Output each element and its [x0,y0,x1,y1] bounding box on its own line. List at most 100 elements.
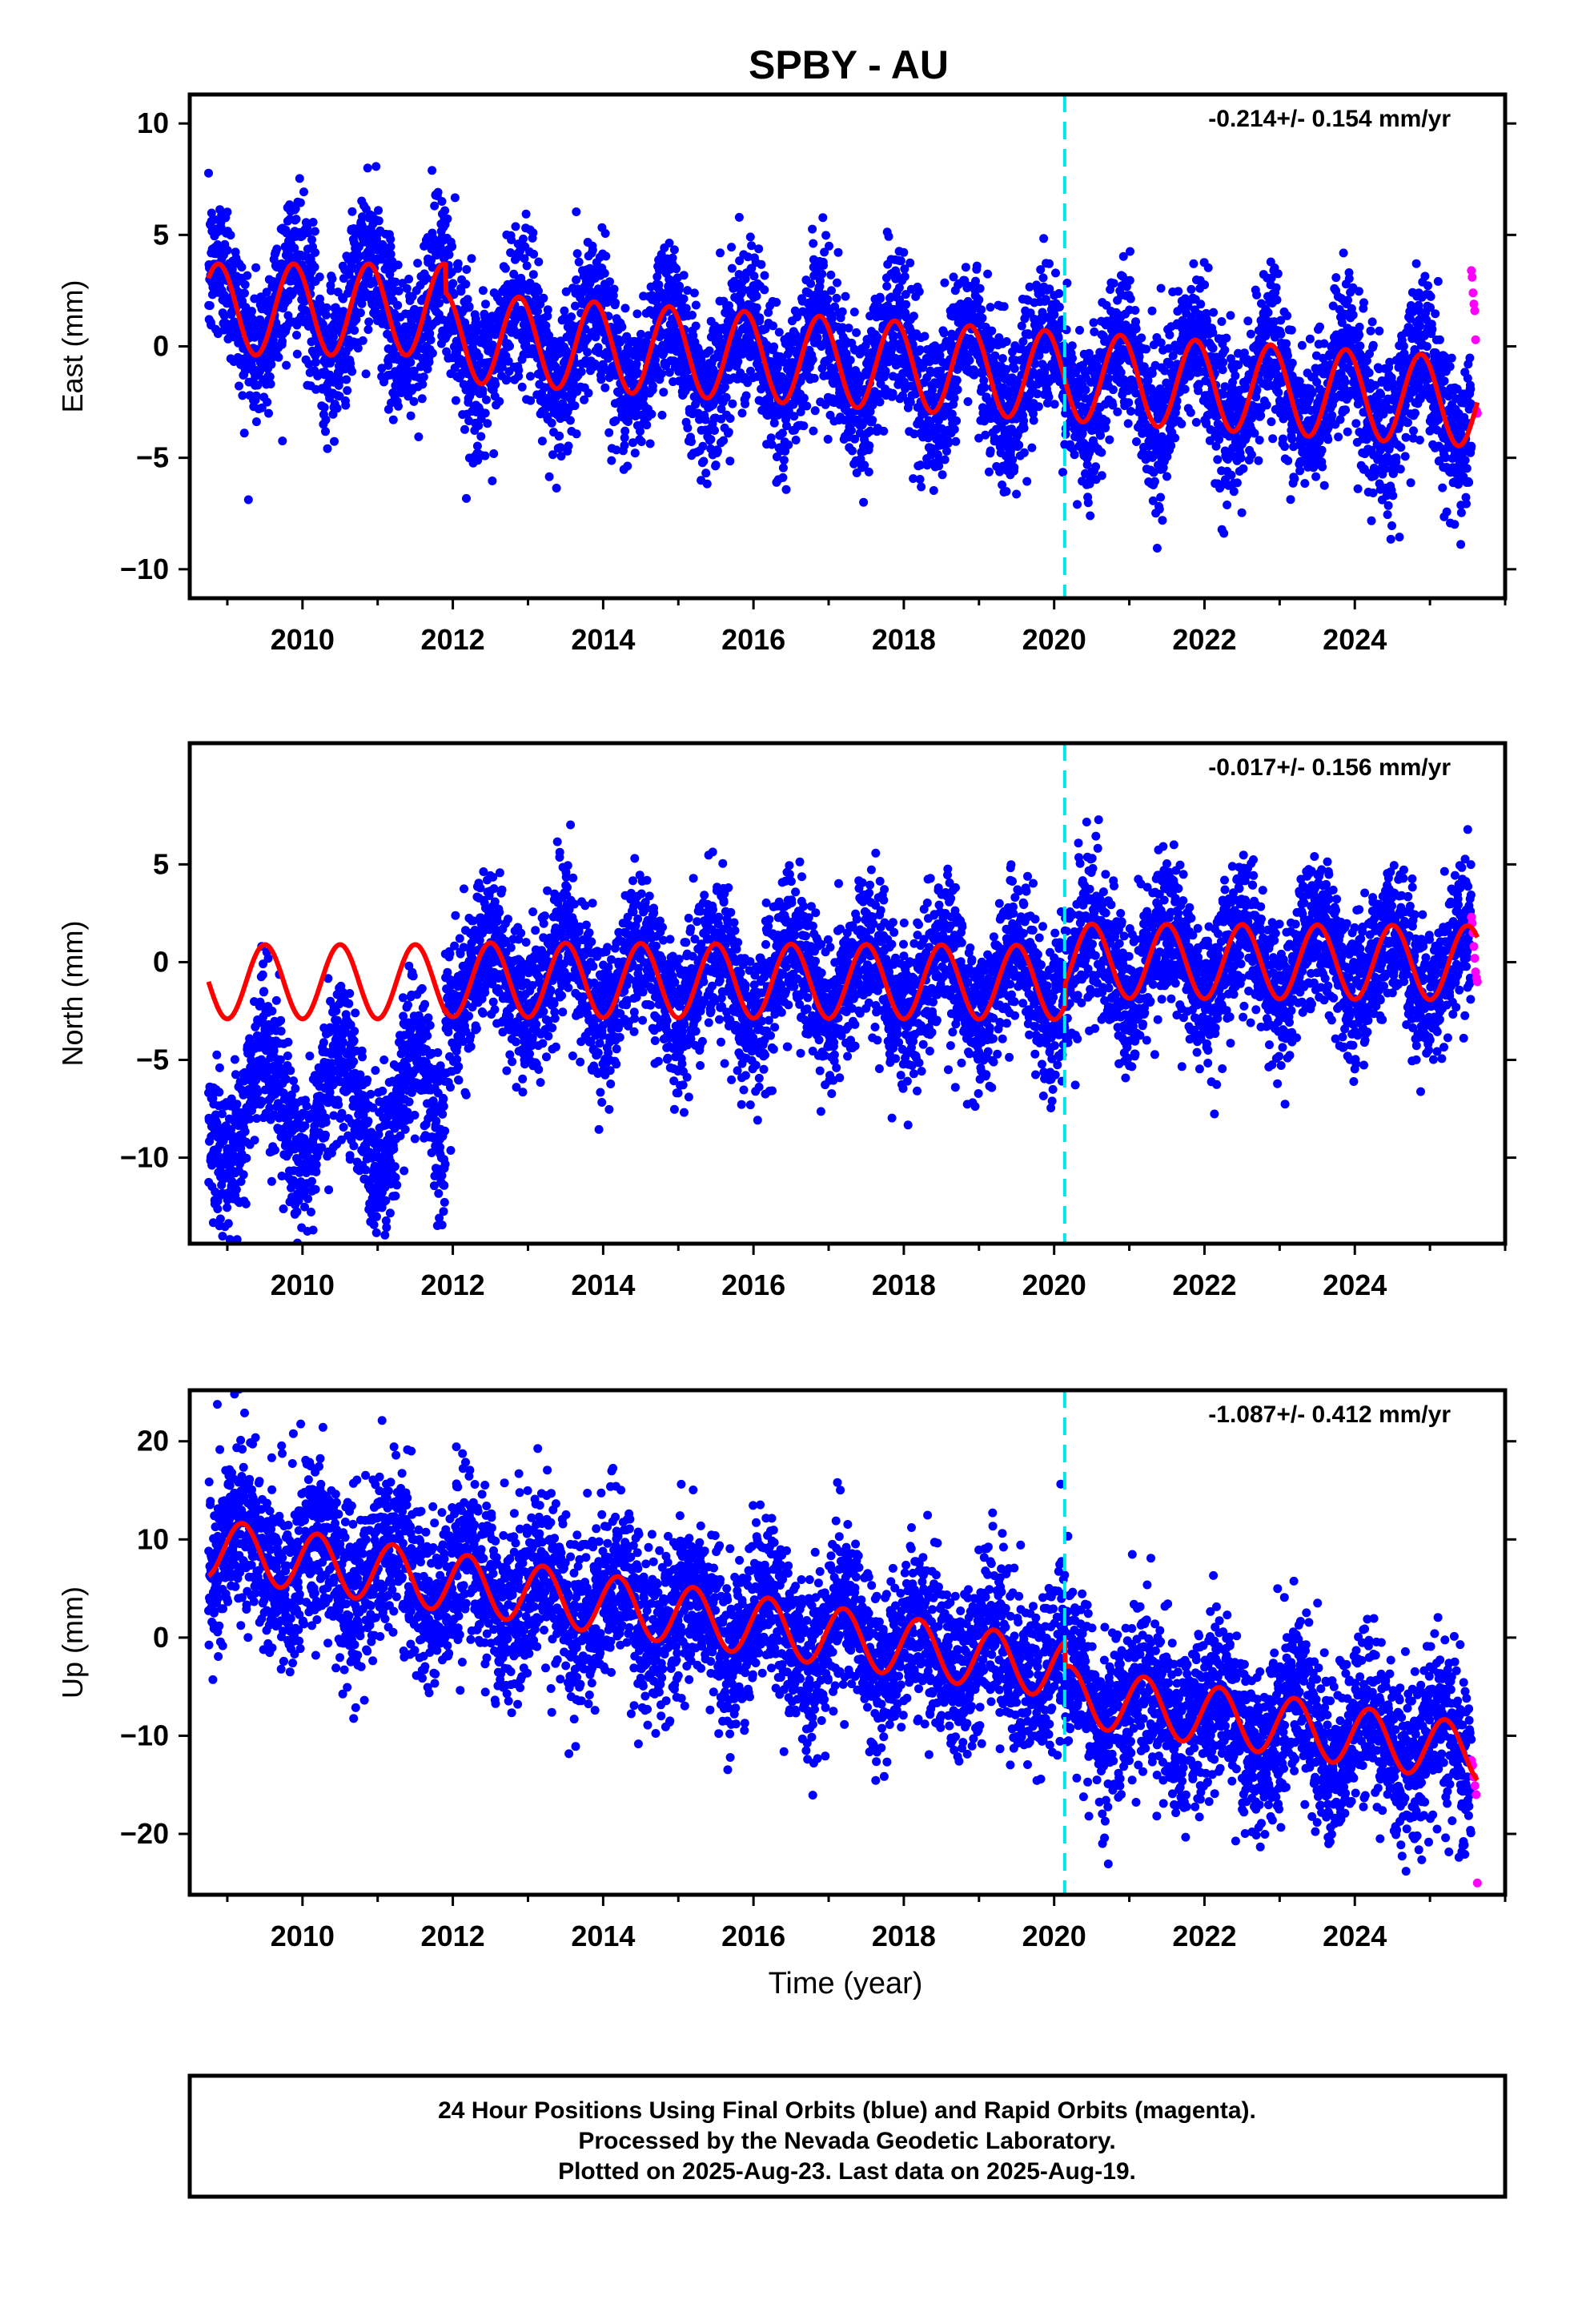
east-data-point [272,244,282,254]
east-data-point [572,249,582,259]
east-data-point [456,287,466,296]
east-data-point [757,259,766,269]
east-data-point [364,317,374,327]
east-data-point [428,348,437,358]
east-data-point [668,253,677,263]
east-data-point [322,303,331,312]
east-data-point [1220,345,1230,355]
east-data-point [264,408,273,418]
east-data-point [363,163,372,173]
east-data-point [987,326,997,336]
east-data-point [227,264,237,274]
east-data-point [1208,344,1218,353]
east-data-point [514,365,524,375]
east-data-point [980,383,990,392]
east-data-point [620,426,630,436]
east-data-point [478,286,488,296]
east-data-point [1219,358,1228,367]
east-data-point [605,277,614,287]
east-data-point [914,287,924,296]
east-data-point [448,279,458,288]
east-data-point [879,426,889,436]
east-data-point [841,292,850,301]
east-data-point [295,174,304,183]
east-data-point [978,313,987,323]
east-data-point [283,311,293,320]
east-data-point [1174,287,1183,296]
east-data-point [394,286,404,296]
east-data-point [636,427,644,436]
east-data-point [681,304,691,313]
east-data-point [565,416,575,425]
east-data-point [644,331,653,340]
east-data-point [1091,462,1101,472]
east-data-point [675,281,685,291]
east-data-point [464,302,474,312]
east-data-point [852,328,861,337]
east-data-point [847,426,856,436]
east-data-point [1102,416,1111,426]
east-data-point [1231,371,1240,380]
east-data-point [1154,505,1164,514]
east-data-point [1103,373,1113,383]
east-data-point [409,396,419,406]
east-data-point [944,438,953,448]
east-data-point [1075,325,1084,335]
east-data-point [749,271,759,281]
east-data-point [939,328,949,338]
east-data-point [1126,294,1135,304]
east-data-point [612,445,621,455]
east-data-point [909,312,918,321]
east-data-point [474,421,484,430]
east-data-point [1177,419,1186,428]
east-data-point [864,467,873,476]
east-data-point [633,368,643,378]
east-data-point [1229,487,1239,497]
east-data-point [1051,268,1060,278]
east-final-points [204,162,1476,553]
east-data-point [888,388,897,398]
east-data-point [632,360,641,369]
east-data-point [1089,318,1098,328]
east-data-point [1039,234,1049,243]
east-data-point [549,336,559,346]
east-data-point [1156,338,1166,348]
east-data-point [781,485,791,494]
east-data-point [467,254,476,263]
east-data-point [1019,424,1029,433]
east-data-point [961,263,970,272]
east-data-point [311,357,320,367]
east-data-point [849,308,859,317]
east-data-point [778,463,788,472]
east-data-point [304,360,314,369]
east-data-point [977,305,986,315]
east-data-point [623,461,632,471]
east-data-point [1125,275,1134,285]
east-data-point [1010,463,1019,472]
east-data-point [474,352,484,361]
east-data-point [899,247,909,257]
east-data-point [251,263,261,272]
east-data-point [480,451,490,460]
east-data-point [371,162,381,171]
east-data-point [920,332,930,341]
east-data-point [1124,398,1134,408]
east-data-point [808,355,817,364]
east-data-point [981,430,990,440]
east-data-point [265,372,275,381]
east-data-point [691,300,701,310]
east-data-point [1008,455,1018,464]
east-data-point [1058,468,1067,477]
east-data-point [507,235,516,244]
east-data-point [584,388,593,398]
east-data-point [491,380,500,389]
east-data-point [950,424,959,434]
east-data-point [940,455,950,464]
east-data-point [1045,259,1054,268]
east-data-point [1186,408,1195,417]
east-data-point [576,367,586,376]
east-data-point [702,479,712,489]
east-data-point [432,251,441,260]
east-data-point [539,293,548,303]
east-data-point [502,375,512,384]
